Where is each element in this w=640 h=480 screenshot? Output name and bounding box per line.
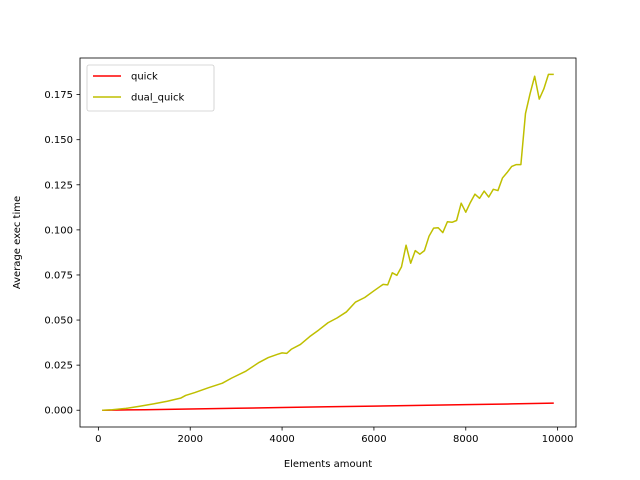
- y-axis-label: Average exec time: [12, 196, 23, 289]
- x-tick-label: 8000: [453, 434, 478, 445]
- x-tick-label: 2000: [177, 434, 202, 445]
- y-tick-label: 0.125: [44, 180, 73, 191]
- y-tick-label: 0.025: [44, 361, 73, 372]
- y-tick-label: 0.075: [44, 270, 73, 281]
- x-tick-label: 6000: [361, 434, 386, 445]
- series-layer: [102, 73, 554, 412]
- plot-frame: [79, 57, 577, 428]
- y-tick-label: 0.000: [44, 406, 73, 417]
- y-tick-label: 0.175: [44, 90, 73, 101]
- y-tick-label: 0.100: [44, 225, 73, 236]
- x-axis-label: Elements amount: [284, 459, 372, 470]
- y-tick-label: 0.050: [44, 316, 73, 327]
- x-tick-label: 10000: [542, 434, 574, 445]
- legend-label-quick: quick: [131, 72, 158, 83]
- x-axis-ticks: 0 2000 4000 6000 8000 10000: [95, 427, 574, 445]
- series-line-quick: [102, 402, 554, 411]
- series-line-dual-quick: [102, 73, 554, 412]
- y-tick-label: 0.150: [44, 135, 73, 146]
- plot-area: [80, 58, 576, 427]
- legend: quick dual_quick: [86, 64, 215, 112]
- y-axis-ticks: 0.000 0.025 0.050 0.075 0.100 0.125 0.150 0.175: [44, 90, 80, 417]
- legend-label-dual-quick: dual_quick: [131, 93, 185, 104]
- x-tick-label: 4000: [269, 434, 294, 445]
- x-tick-label: 0: [95, 434, 101, 445]
